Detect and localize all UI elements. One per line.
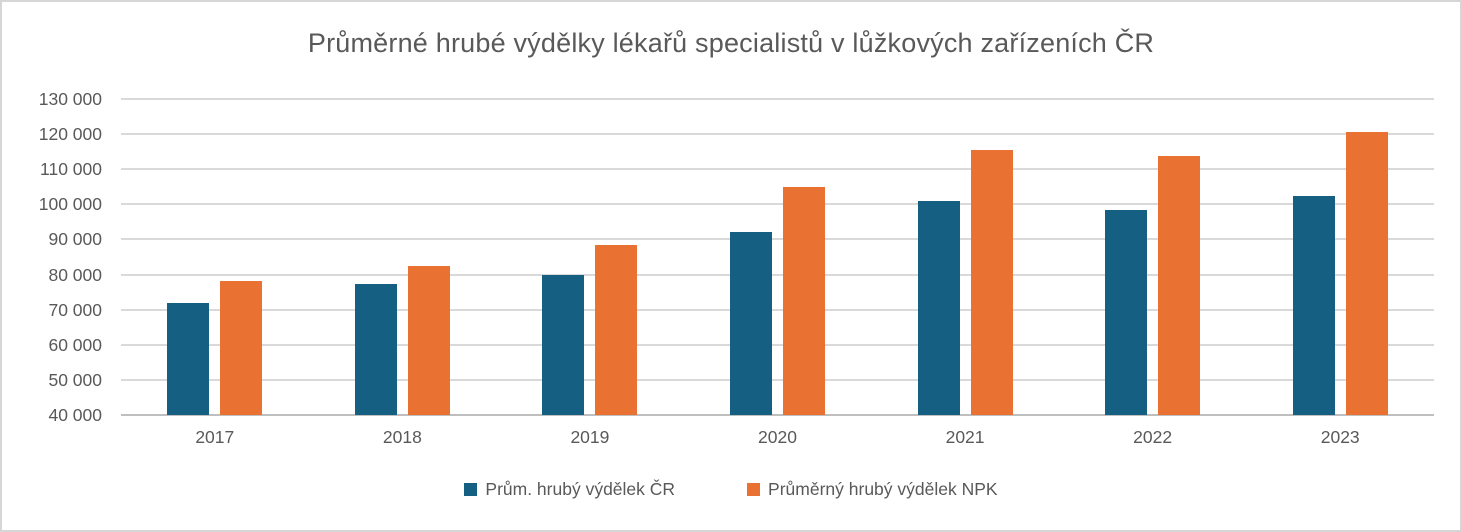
gridline bbox=[121, 343, 1434, 346]
gridline bbox=[121, 98, 1434, 100]
bar-group-2018 bbox=[354, 99, 450, 415]
y-tick-label: 80 000 bbox=[48, 264, 102, 285]
y-tick-label: 130 000 bbox=[38, 89, 102, 109]
y-tick-label: 50 000 bbox=[48, 369, 102, 390]
bar-group-2019 bbox=[542, 99, 638, 415]
plot-area bbox=[121, 98, 1434, 416]
y-tick-label: 100 000 bbox=[38, 194, 102, 215]
y-tick-label: 40 000 bbox=[48, 405, 102, 425]
legend-swatch-icon bbox=[747, 483, 761, 496]
bar-2023-series-2 bbox=[1345, 132, 1388, 415]
y-tick-label: 120 000 bbox=[38, 124, 102, 145]
x-tick-label: 2020 bbox=[758, 427, 797, 447]
y-tick-label: 90 000 bbox=[48, 229, 102, 250]
gridline bbox=[121, 273, 1434, 276]
x-tick-label: 2017 bbox=[195, 427, 235, 447]
x-axis-line bbox=[121, 414, 1434, 416]
y-tick-label: 110 000 bbox=[40, 159, 102, 180]
bar-2019-series-2 bbox=[595, 244, 638, 415]
bar-group-2023 bbox=[1292, 99, 1388, 415]
legend: Prům. hrubý výdělek ČR Průměrný hrubý výd… bbox=[2, 479, 1460, 500]
bar-2022-series-1 bbox=[1105, 210, 1148, 415]
bar-2017-series-2 bbox=[220, 280, 263, 415]
gridline bbox=[121, 378, 1434, 381]
legend-swatch-icon bbox=[464, 483, 478, 496]
x-axis-labels: 2017 2018 2019 2020 2021 2022 2023 bbox=[121, 427, 1434, 451]
x-tick-label: 2023 bbox=[1320, 427, 1360, 447]
bar-2018-series-2 bbox=[407, 266, 450, 415]
y-tick-label: 60 000 bbox=[48, 334, 102, 355]
bar-2021-series-1 bbox=[917, 201, 960, 415]
x-tick-label: 2019 bbox=[570, 427, 610, 447]
gridline bbox=[121, 133, 1434, 136]
bar-2018-series-1 bbox=[354, 283, 397, 415]
chart-title: Průměrné hrubé výdělky lékařů specialist… bbox=[307, 28, 1155, 58]
bar-2017-series-1 bbox=[167, 302, 210, 415]
bar-2021-series-2 bbox=[970, 149, 1013, 415]
bar-2022-series-2 bbox=[1158, 155, 1201, 415]
legend-item-2: Průměrný hrubý výdělek NPK bbox=[747, 479, 998, 500]
bar-group-2020 bbox=[730, 99, 825, 415]
y-tick-label: 70 000 bbox=[48, 299, 102, 320]
y-axis-labels: 130 000 120 000 110 000 100 000 90 000 80 000… bbox=[2, 89, 102, 425]
bar-group-2021 bbox=[917, 99, 1013, 415]
x-tick-label: 2018 bbox=[382, 427, 422, 447]
gridline bbox=[121, 203, 1434, 206]
bar-2020-series-1 bbox=[730, 231, 772, 415]
legend-item-1: Prům. hrubý výdělek ČR bbox=[464, 479, 675, 500]
bar-group-2022 bbox=[1105, 99, 1201, 415]
bar-2023-series-1 bbox=[1292, 196, 1335, 415]
x-tick-label: 2022 bbox=[1133, 427, 1173, 447]
bar-group-2017 bbox=[167, 99, 263, 415]
legend-label: Průměrný hrubý výdělek NPK bbox=[768, 479, 998, 499]
gridline bbox=[121, 238, 1434, 241]
gridline bbox=[121, 168, 1434, 171]
legend-label: Prům. hrubý výdělek ČR bbox=[485, 479, 676, 499]
x-tick-label: 2021 bbox=[945, 427, 985, 447]
bar-2020-series-2 bbox=[783, 187, 825, 415]
bar-2019-series-1 bbox=[542, 274, 585, 415]
gridline bbox=[121, 308, 1434, 311]
